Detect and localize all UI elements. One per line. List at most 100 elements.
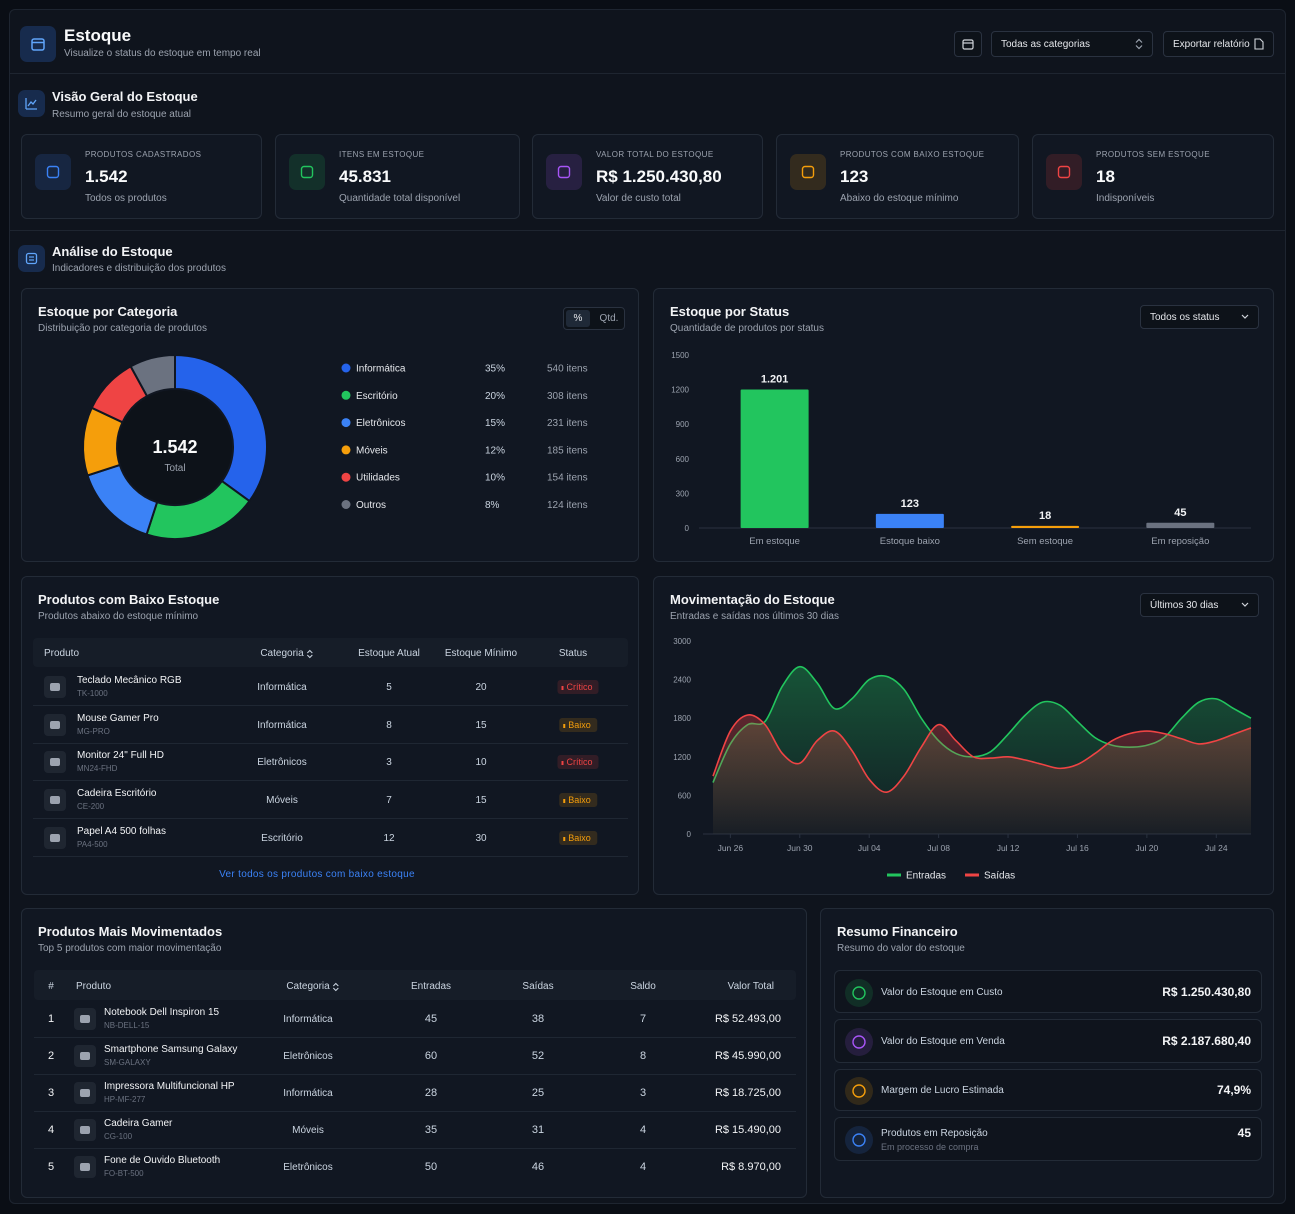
chart-svg: 1.542 Total Informática 35% 540 itens Escritó… <box>82 353 588 540</box>
panel-title: Resumo Financeiro <box>837 924 958 939</box>
summary-value: 74,9% <box>1216 1083 1251 1097</box>
balance-cell: 7 <box>639 1013 647 1025</box>
card-value: R$ 1.250.430,80 <box>596 167 722 186</box>
category-select[interactable]: Todas as categorias <box>991 31 1153 57</box>
view-toggle: % Qtd. <box>563 307 625 330</box>
x-tick-label: Jul 08 <box>927 843 950 853</box>
bar-value-label: 123 <box>901 498 919 510</box>
card-icon <box>790 154 826 190</box>
y-tick-label: 600 <box>676 455 690 464</box>
icon-glyph <box>1254 38 1264 50</box>
icon-glyph <box>1241 314 1249 319</box>
icon-glyph <box>50 758 60 767</box>
column-header: Categoria <box>260 648 313 659</box>
product-icon <box>44 676 66 698</box>
y-tick-label: 600 <box>678 791 692 800</box>
icon-shape <box>852 985 866 1000</box>
select-text: Todas as categorias <box>1001 38 1090 50</box>
legend-swatch <box>341 418 351 428</box>
view-all-link[interactable]: Ver todos os produtos com baixo estoque <box>219 869 415 880</box>
icon-glyph <box>50 796 60 805</box>
toggle-option[interactable]: Qtd. <box>599 313 619 324</box>
status-badge: Crítico <box>557 680 599 694</box>
column-header: Produto <box>76 981 112 992</box>
product-name: Cadeira Gamer <box>104 1118 173 1129</box>
separator <box>10 73 1285 74</box>
product-icon <box>44 789 66 812</box>
rank-cell: 2 <box>47 1050 55 1062</box>
y-tick-label: 1500 <box>671 351 689 360</box>
icon-glyph <box>852 1084 866 1098</box>
x-tick-label: Jul 04 <box>858 843 881 853</box>
status-panel: Estoque por Status Quantidade de produto… <box>653 288 1274 562</box>
header-icon <box>20 26 56 62</box>
category-cell: Informática <box>283 1088 333 1099</box>
summary-label: Valor do Estoque em Custo <box>881 986 1003 998</box>
column-header: Produto <box>44 648 80 659</box>
summary-label: Produtos em Reposição <box>881 1128 988 1139</box>
panel-subtitle: Distribuição por categoria de produtos <box>38 323 207 334</box>
column-header: Valor Total <box>727 981 774 992</box>
card-value: 123 <box>840 167 869 186</box>
x-tick-label: Jul 16 <box>1066 843 1089 853</box>
product-name: Monitor 24" Full HD <box>77 750 164 762</box>
icon-shape <box>801 165 815 179</box>
legend-percent: 20% <box>485 391 505 402</box>
chart-svg: 0 300 600 900 1200 1500 1.201 Em estoque 123 Esto… <box>671 351 1251 547</box>
product-name: Cadeira Escritório <box>77 788 157 800</box>
column-header: Entradas <box>410 981 452 992</box>
icon-glyph <box>1135 38 1143 50</box>
y-tick-label: 1800 <box>673 714 691 723</box>
icon-shape <box>1241 602 1249 607</box>
icon-glyph <box>25 252 38 265</box>
legend-percent: 12% <box>485 445 505 456</box>
column-header: Saldo <box>630 981 656 992</box>
summary-item: Produtos em Reposição Em processo de comp… <box>834 1117 1262 1161</box>
row-divider <box>33 855 628 857</box>
category-cell: Informática <box>283 1014 333 1025</box>
toggle-option[interactable]: % <box>566 310 590 327</box>
export-text: Exportar relatório <box>1173 38 1250 50</box>
section-subtitle: Indicadores e distribuição dos produtos <box>52 263 226 274</box>
section-title: Visão Geral do Estoque <box>52 89 198 104</box>
balance-cell: 3 <box>639 1087 647 1099</box>
export-button[interactable]: Exportar relatório <box>1163 31 1274 57</box>
legend-percent: 15% <box>485 418 505 429</box>
calendar-button[interactable] <box>954 31 982 57</box>
summary-value: 45 <box>1237 1126 1251 1140</box>
category-cell: Informática <box>257 682 307 693</box>
icon-glyph <box>1057 165 1071 179</box>
card-note: Todos os produtos <box>85 193 167 204</box>
panel-subtitle: Resumo do valor do estoque <box>837 943 965 954</box>
product-icon <box>44 713 66 736</box>
section-title: Análise do Estoque <box>52 244 173 259</box>
product-sku: FO-BT-500 <box>104 1169 144 1178</box>
legend-count: 231 itens <box>547 418 588 429</box>
bar-value-label: 18 <box>1039 510 1051 522</box>
card-note: Quantidade total disponível <box>339 193 461 204</box>
separator <box>10 230 1285 231</box>
icon-glyph <box>1241 602 1249 607</box>
low-stock-panel: Produtos com Baixo Estoque Produtos abai… <box>21 576 639 895</box>
bar <box>875 513 944 528</box>
panel-title: Produtos Mais Movimentados <box>38 924 223 939</box>
in-cell: 60 <box>424 1050 438 1062</box>
card-label: PRODUTOS SEM ESTOQUE <box>1096 150 1210 159</box>
product-sku: PA4-500 <box>77 839 108 849</box>
x-tick-label: Jul 24 <box>1205 843 1228 853</box>
x-tick-label: Jun 26 <box>718 843 744 853</box>
dropdown-text: Todos os status <box>1150 311 1220 323</box>
icon-shape <box>80 1052 90 1060</box>
y-tick-label: 300 <box>676 489 690 498</box>
donut-hole <box>118 390 232 504</box>
x-tick-label: Jul 12 <box>997 843 1020 853</box>
card-label: ITENS EM ESTOQUE <box>339 150 425 159</box>
card-value: 18 <box>1096 167 1115 186</box>
status-dropdown[interactable]: Todos os status <box>1140 305 1259 329</box>
x-tick-label: Em estoque <box>749 536 800 547</box>
period-dropdown[interactable]: Últimos 30 dias <box>1140 593 1259 617</box>
badge-dot <box>563 799 566 804</box>
in-cell: 50 <box>424 1161 438 1173</box>
current-cell: 12 <box>383 832 395 844</box>
panel-subtitle: Top 5 produtos com maior movimentação <box>38 943 222 954</box>
